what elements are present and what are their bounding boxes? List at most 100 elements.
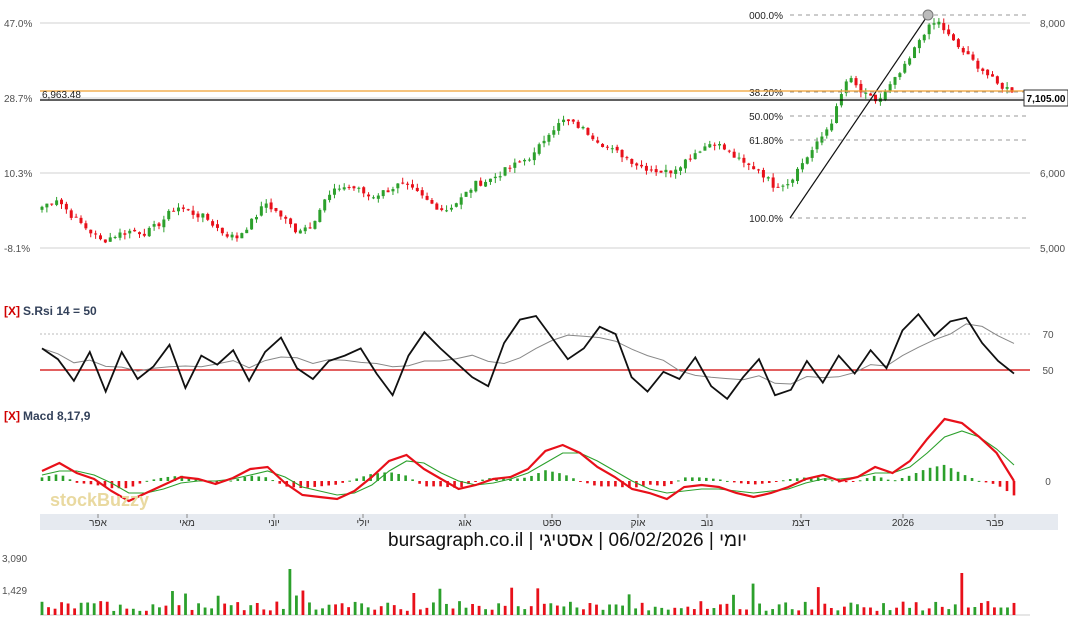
macd-histogram-bar (110, 481, 114, 489)
candle-body (274, 208, 278, 211)
volume-bar (960, 573, 964, 615)
macd-histogram-bar (327, 481, 331, 486)
candle-body (196, 213, 200, 218)
volume-bar (203, 607, 207, 615)
volume-bar (705, 608, 709, 615)
volume-bar (471, 604, 474, 615)
candle-body (547, 134, 551, 142)
volume-bar (882, 603, 885, 615)
macd-histogram-bar (635, 481, 638, 488)
price-left-tick-label: 47.0% (4, 19, 32, 30)
macd-histogram-bar (229, 480, 233, 482)
macd-histogram-bar (551, 471, 554, 481)
candle-body (367, 194, 371, 197)
macd-histogram-bar (649, 481, 652, 485)
candle-body (537, 144, 541, 154)
volume-bar (477, 605, 481, 615)
volume-bar (229, 605, 233, 615)
volume-bar (1006, 607, 1009, 615)
candle-body (425, 195, 429, 200)
candle-body (498, 176, 502, 178)
volume-bar (360, 603, 364, 615)
volume-bar (503, 605, 507, 615)
macd-histogram-bar (537, 473, 540, 481)
macd-histogram-bar (187, 477, 191, 481)
volume-bar (869, 607, 872, 615)
volume-bar (895, 607, 898, 615)
candle-body (484, 181, 488, 187)
volume-bar (490, 609, 494, 615)
candle-body (815, 141, 819, 150)
macd-histogram-bar (579, 481, 582, 482)
candle-body (654, 169, 658, 173)
candle-body (864, 92, 868, 94)
candle-body (679, 167, 683, 171)
macd-histogram-bar (705, 477, 708, 481)
volume-bar (425, 607, 429, 615)
candle-body (557, 123, 561, 131)
macd-title: [X] Macd 8,17,9 (4, 409, 91, 423)
x-axis-month-label: אוק (631, 518, 646, 529)
candle-body (869, 93, 873, 96)
candle-body (908, 58, 912, 65)
volume-bar (914, 602, 918, 615)
macd-histogram-bar (215, 481, 219, 484)
candle-body (527, 159, 531, 161)
macd-histogram-bar (593, 481, 596, 486)
volume-bar (295, 595, 298, 615)
volume-bar (144, 610, 148, 615)
candle-body (318, 209, 322, 222)
volume-bar (908, 607, 912, 615)
candle-body (640, 164, 644, 167)
volume-bar (86, 602, 90, 615)
volume-bar (151, 604, 155, 615)
x-axis-month-label: מאי (179, 518, 195, 529)
volume-bar (849, 602, 853, 615)
volume-bar (275, 601, 279, 615)
macd-histogram-bar (467, 481, 470, 485)
candle-body (69, 210, 73, 218)
macd-histogram-bar (914, 473, 918, 481)
macd-histogram-bar (166, 476, 170, 481)
macd-histogram-bar (96, 481, 100, 486)
candle-body (791, 179, 795, 183)
volume-bar (829, 607, 833, 615)
volume-bar (862, 607, 866, 615)
volume-bar (197, 603, 200, 615)
macd-zero-tick-label: 0 (1045, 477, 1051, 488)
candle-body (250, 218, 254, 230)
candle-body (454, 203, 458, 207)
macd-histogram-bar (404, 475, 407, 481)
macd-histogram-bar (194, 478, 198, 481)
candle-body (635, 163, 639, 166)
candle-body (206, 214, 210, 220)
candle-body (562, 119, 566, 123)
volume-bar (432, 602, 435, 615)
volume-tick-label: 1,429 (2, 586, 27, 597)
macd-histogram-bar (830, 480, 834, 482)
volume-bar (738, 609, 742, 615)
macd-histogram-bar (397, 473, 400, 481)
macd-histogram-bar (306, 481, 310, 488)
fib-level-label: 000.0% (749, 11, 783, 22)
x-axis-month-label: פבר (986, 518, 1003, 529)
volume-bar (555, 605, 559, 615)
volume-bar (216, 595, 220, 615)
volume-bar (405, 610, 409, 615)
volume-bar (679, 608, 683, 615)
macd-close-tag[interactable]: [X] (4, 409, 20, 423)
volume-bar (386, 602, 390, 615)
macd-histogram-bar (788, 479, 792, 481)
candle-body (391, 189, 395, 192)
candle-body (201, 213, 205, 218)
fib-level-label: 38.20% (749, 88, 783, 99)
candle-body (142, 233, 146, 236)
candle-body (898, 73, 902, 78)
fib-anchor-handle[interactable] (922, 9, 934, 21)
candle-body (410, 184, 414, 188)
candle-body (732, 151, 736, 158)
volume-bar (40, 601, 44, 615)
rsi-close-tag[interactable]: [X] (4, 304, 20, 318)
candle-body (323, 199, 327, 211)
